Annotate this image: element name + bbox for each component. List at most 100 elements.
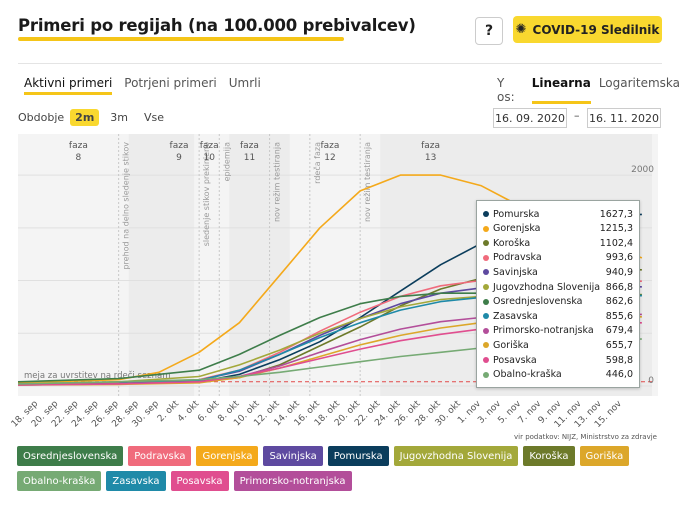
legend-item-podravska[interactable]: Podravska	[128, 446, 192, 466]
legend-item-gori-ka[interactable]: Goriška	[579, 446, 630, 466]
legend-item-primorsko-notranjska[interactable]: Primorsko-notranjska	[233, 471, 352, 491]
y-axis-log-option[interactable]: Logaritemska	[598, 76, 680, 90]
tooltip-row: Osrednjeslovenska 862,6	[483, 295, 633, 309]
tooltip-row: Pomurska 1627,3	[483, 207, 633, 221]
tooltip-dot	[483, 313, 489, 320]
tooltip-region-name: Zasavska	[493, 310, 538, 322]
tooltip-dot	[483, 211, 489, 217]
tooltip-row: Zasavska 855,6	[483, 309, 633, 323]
tooltip-region-name: Posavska	[493, 354, 537, 366]
tooltip-dot	[483, 357, 489, 363]
legend-item-osrednjeslovenska[interactable]: Osrednjeslovenska	[17, 446, 124, 466]
phase-number: 10	[203, 153, 215, 163]
tooltip-region-name: Goriška	[493, 339, 529, 351]
legend: Osrednjeslovenska Podravska Gorenjska Savin…	[17, 446, 667, 491]
virus-icon: ✺	[515, 22, 527, 37]
tooltip-value: 1627,3	[599, 208, 633, 220]
legend-item-zasavska[interactable]: Zasavska	[106, 471, 166, 491]
event-label: nov režim testiranja	[363, 142, 372, 222]
tooltip-row: Jugovzhodna Slovenija 866,8	[483, 280, 633, 294]
data-source: vir podatkov: NIJZ, Ministrstvo za zdrav…	[514, 433, 657, 441]
tooltip-dot	[483, 269, 489, 276]
tooltip-dot	[483, 240, 489, 247]
tooltip-region-name: Podravska	[493, 252, 542, 264]
phase-number: 13	[425, 153, 436, 163]
tooltip-dot	[483, 371, 489, 378]
y-tick-label: 0	[648, 376, 654, 386]
event-label: rdeča faza	[312, 142, 322, 184]
tooltip-value: 993,6	[605, 252, 633, 264]
tooltip-value: 446,0	[605, 369, 633, 381]
period-2m-button[interactable]: 2m	[70, 109, 100, 126]
y-tick-label: 2000	[631, 165, 654, 175]
x-tick-label: 6. okt	[196, 399, 222, 425]
phase-label: faza	[240, 141, 259, 151]
y-axis-label: Y os:	[497, 76, 515, 104]
tooltip-row: Posavska 598,8	[483, 353, 633, 367]
legend-item-savinjska[interactable]: Savinjska	[263, 446, 323, 466]
x-tick-label: 2. okt	[156, 399, 182, 425]
tooltip-dot	[483, 225, 489, 232]
tooltip-value: 862,6	[605, 296, 633, 308]
tooltip-row: Podravska 993,6	[483, 251, 633, 265]
event-label: epidemija	[222, 142, 231, 181]
tooltip-panel: Pomurska 1627,3 Gorenjska 1215,3 Koroška 1102…	[476, 200, 640, 388]
tooltip-value: 1102,4	[599, 237, 633, 249]
tooltip-dot	[483, 284, 489, 290]
event-label: prehod na delno sledenje stikov	[122, 142, 131, 270]
phase-number: 8	[76, 153, 82, 163]
tooltip-value: 940,9	[605, 266, 633, 278]
tooltip-region-name: Pomurska	[493, 208, 540, 220]
tooltip-dot	[483, 342, 489, 349]
tooltip-value: 1215,3	[599, 223, 633, 235]
date-to-input[interactable]: 16. 11. 2020	[587, 108, 661, 128]
phase-number: 9	[176, 153, 182, 163]
help-button[interactable]: ?	[475, 17, 503, 45]
event-label: sledenje stikov prekinjeno	[202, 142, 211, 246]
period-label: Obdobje	[18, 111, 65, 124]
phase-label: faza	[421, 141, 440, 151]
tooltip-dot	[483, 298, 489, 305]
tooltip-row: Savinjska 940,9	[483, 265, 633, 279]
tooltip-row: Gorenjska 1215,3	[483, 222, 633, 236]
date-separator: –	[574, 109, 580, 122]
tooltip-row: Koroška 1102,4	[483, 236, 633, 250]
phase-label: faza	[200, 141, 219, 151]
tooltip-dot	[483, 254, 489, 261]
tooltip-row: Primorsko-notranjska 679,4	[483, 324, 633, 338]
period-3m-button[interactable]: 3m	[110, 111, 129, 124]
tooltip-region-name: Gorenjska	[493, 223, 541, 235]
phase-band	[128, 134, 195, 396]
legend-item-obalno-kra-ka[interactable]: Obalno-kraška	[17, 471, 102, 491]
period-selector: Obdobje 2m 3m Vse	[18, 109, 169, 126]
covid-sledilnik-button[interactable]: ✺ COVID-19 Sledilnik	[513, 16, 662, 43]
tooltip-value: 866,8	[605, 281, 633, 293]
threshold-label: meja za uvrstitev na rdeči seznam	[24, 370, 170, 381]
tab-potrjeni-primeri[interactable]: Potrjeni primeri	[124, 76, 217, 90]
legend-item-pomurska[interactable]: Pomurska	[327, 446, 389, 466]
tooltip-region-name: Koroška	[493, 237, 531, 249]
tab-umrli[interactable]: Umrli	[228, 76, 261, 90]
legend-item-posavska[interactable]: Posavska	[170, 471, 229, 491]
y-axis-toggle: Y os: Linearna Logaritemska	[497, 76, 680, 104]
tooltip-row: Goriška 655,7	[483, 338, 633, 352]
tooltip-region-name: Jugovzhodna Slovenija	[493, 281, 601, 293]
tooltip-region-name: Savinjska	[493, 266, 538, 278]
legend-item-gorenjska[interactable]: Gorenjska	[196, 446, 259, 466]
metric-tabs: Aktivni primeri Potrjeni primeri Umrli	[24, 76, 261, 95]
legend-item-koro-ka[interactable]: Koroška	[523, 446, 575, 466]
phase-label: faza	[320, 141, 339, 151]
period-all-button[interactable]: Vse	[144, 111, 165, 124]
x-tick-label: 4. okt	[176, 399, 202, 425]
event-label: nov režim testiranja	[273, 142, 282, 222]
tab-aktivni-primeri[interactable]: Aktivni primeri	[24, 76, 113, 95]
tooltip-value: 598,8	[605, 354, 633, 366]
y-axis-linear-option[interactable]: Linearna	[531, 76, 591, 104]
phase-number: 11	[244, 153, 255, 163]
date-from-input[interactable]: 16. 09. 2020	[493, 108, 567, 128]
phase-label: faza	[170, 141, 189, 151]
tooltip-value: 655,7	[605, 339, 633, 351]
phase-label: faza	[69, 141, 88, 151]
title-underline	[18, 37, 344, 41]
legend-item-jugovzhodna-slovenija[interactable]: Jugovzhodna Slovenija	[393, 446, 519, 466]
